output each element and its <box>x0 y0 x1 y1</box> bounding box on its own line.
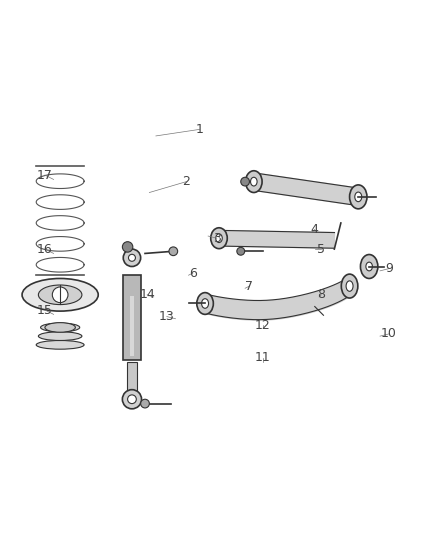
Text: 11: 11 <box>254 351 270 365</box>
Circle shape <box>122 241 133 252</box>
Text: 4: 4 <box>311 223 319 236</box>
Text: 2: 2 <box>182 175 190 188</box>
Text: 16: 16 <box>37 243 53 256</box>
Text: 3: 3 <box>213 232 221 245</box>
Circle shape <box>169 247 178 256</box>
Ellipse shape <box>350 185 367 209</box>
Ellipse shape <box>346 281 353 292</box>
Ellipse shape <box>36 341 84 349</box>
Ellipse shape <box>251 177 257 186</box>
Ellipse shape <box>355 192 362 201</box>
Text: 6: 6 <box>189 266 197 279</box>
Circle shape <box>128 254 135 261</box>
Polygon shape <box>253 173 360 206</box>
Text: 10: 10 <box>381 327 397 341</box>
Text: 5: 5 <box>317 243 325 256</box>
Ellipse shape <box>39 332 82 341</box>
Ellipse shape <box>201 298 208 308</box>
Ellipse shape <box>366 262 372 271</box>
Circle shape <box>123 249 141 266</box>
Ellipse shape <box>216 234 222 243</box>
Ellipse shape <box>22 278 98 311</box>
Bar <box>127 362 137 399</box>
Ellipse shape <box>211 228 227 249</box>
Circle shape <box>52 287 68 303</box>
Ellipse shape <box>41 323 80 332</box>
Text: 1: 1 <box>195 123 203 136</box>
Circle shape <box>237 247 245 255</box>
Ellipse shape <box>360 255 378 278</box>
Ellipse shape <box>246 171 262 192</box>
Circle shape <box>122 390 141 409</box>
Bar <box>130 296 134 356</box>
Text: 14: 14 <box>139 288 155 301</box>
Text: 17: 17 <box>37 168 53 182</box>
Ellipse shape <box>341 274 358 298</box>
Text: 9: 9 <box>385 262 393 275</box>
Ellipse shape <box>39 285 82 304</box>
Ellipse shape <box>197 293 213 314</box>
Text: 15: 15 <box>37 303 53 317</box>
Circle shape <box>127 395 136 403</box>
Bar <box>123 275 141 360</box>
Text: 12: 12 <box>254 319 270 332</box>
Polygon shape <box>219 230 335 248</box>
Circle shape <box>241 177 250 186</box>
Text: 13: 13 <box>159 310 175 323</box>
Text: 7: 7 <box>245 280 254 293</box>
Ellipse shape <box>45 322 75 332</box>
Text: 8: 8 <box>317 288 325 301</box>
Circle shape <box>141 399 149 408</box>
